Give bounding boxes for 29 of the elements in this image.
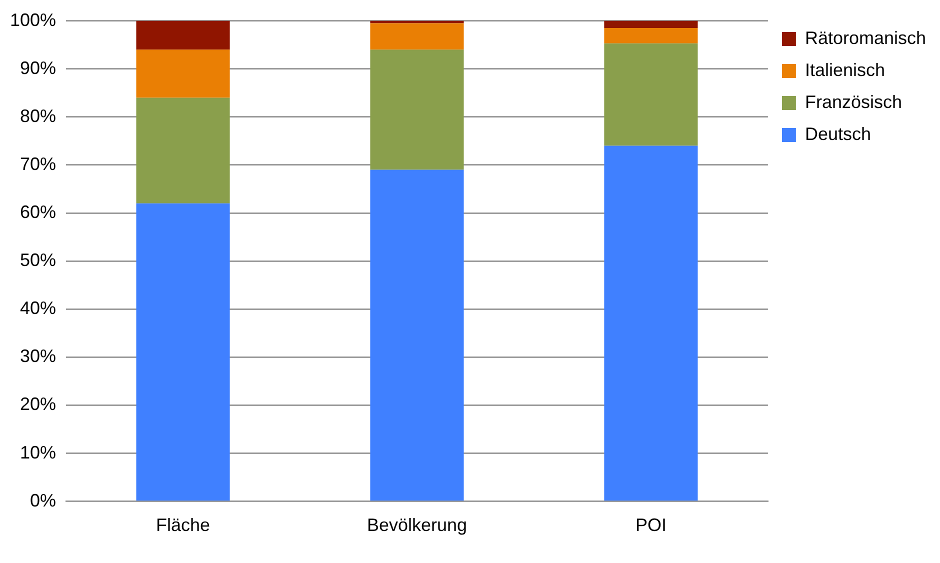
bar: [136, 50, 230, 98]
bar: [370, 50, 464, 170]
y-tick-label: 90%: [20, 58, 56, 78]
y-tick-label: 10%: [20, 442, 56, 462]
y-tick-label: 50%: [20, 250, 56, 270]
bar: [136, 98, 230, 204]
bar: [136, 20, 230, 50]
x-tick-label: POI: [635, 515, 666, 536]
y-tick-label: 30%: [20, 346, 56, 366]
y-tick-label: 60%: [20, 202, 56, 222]
bar: [136, 203, 230, 501]
legend-label: Deutsch: [804, 124, 871, 144]
x-tick-label: Fläche: [156, 515, 210, 536]
bar: [604, 20, 698, 28]
y-tick-label: 20%: [20, 394, 56, 414]
bar: [604, 146, 698, 501]
legend-label: Rätoromanisch: [804, 28, 926, 48]
y-tick-label: 0%: [30, 490, 56, 510]
bar: [370, 23, 464, 50]
y-tick-label: 40%: [20, 298, 56, 318]
bar: [370, 170, 464, 501]
x-tick-label: Bevölkerung: [366, 515, 468, 536]
legend-label: Italienisch: [804, 60, 885, 80]
y-tick-label: 80%: [20, 106, 56, 126]
legend-label: Französisch: [804, 92, 902, 112]
y-tick-label: 70%: [20, 154, 56, 174]
y-tick-label: 100%: [10, 10, 56, 30]
bar: [604, 28, 698, 44]
bar: [604, 43, 698, 146]
